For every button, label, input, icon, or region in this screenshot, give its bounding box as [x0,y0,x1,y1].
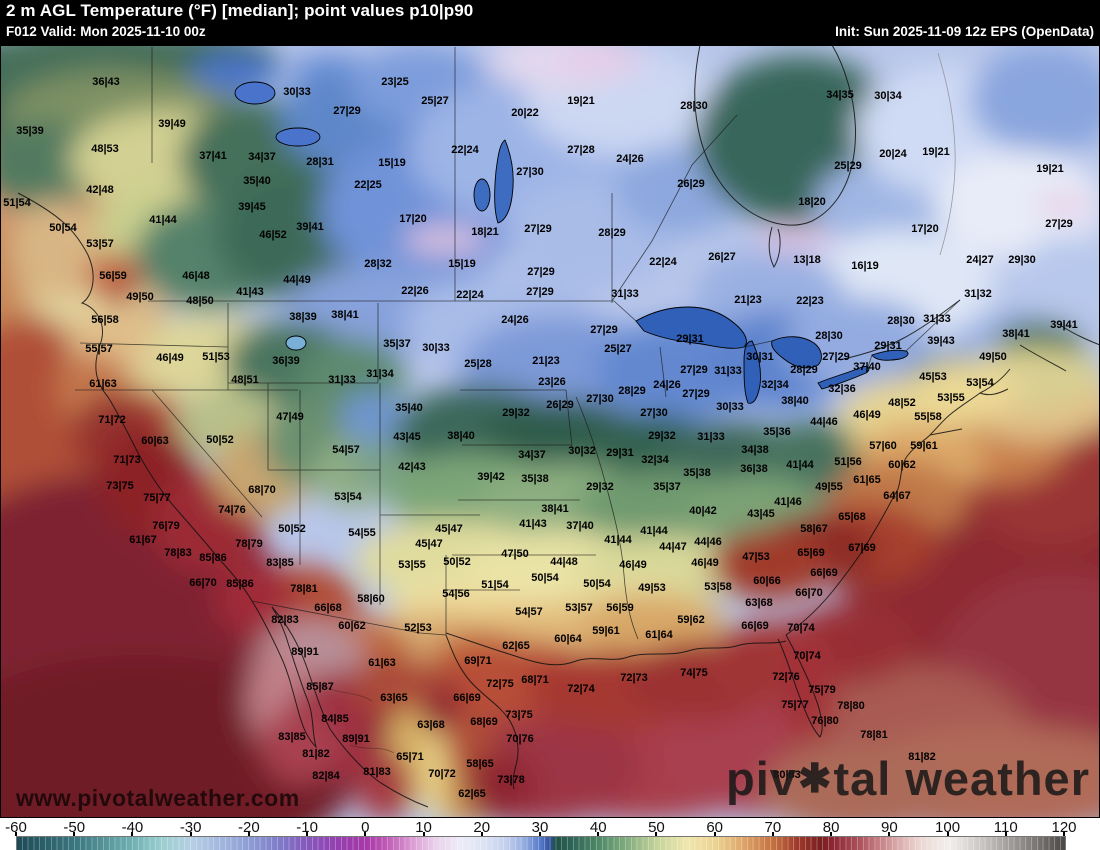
brand-text-left: piv [726,752,797,805]
colorbar-tick-label: 120 [1051,819,1077,836]
colorbar-tick-label: -60 [5,819,27,836]
colorbar-tick-label: 0 [361,819,370,836]
lakes-layer [234,81,909,404]
colorbar-tick-label: -30 [179,819,202,836]
colorbar-tick-label: -10 [296,819,318,836]
borders-layer [75,47,961,754]
temperature-field-image [0,45,1100,818]
region-borders-gray [937,52,956,256]
colorbar-tick-label: 40 [589,819,607,836]
gear-icon: ✱ [797,756,833,801]
watermark-brand: piv ✱ tal weather [726,751,1090,806]
colorbar-tick-label: 70 [764,819,782,836]
watermark-url: www.pivotalweather.com [16,785,300,811]
valid-time-label: F012 Valid: Mon 2025-11-10 00z [6,24,206,39]
colorbar-gradient [16,836,1066,850]
colorbar-tick-label: 80 [822,819,840,836]
colorbar-tick-marks [0,832,1100,836]
colorbar-tick-label: 110 [993,819,1018,836]
colorbar-tick-label: 90 [880,819,898,836]
colorbar-tick-label: 30 [531,819,549,836]
colorbar-tick-label: 100 [935,819,961,836]
map-title: 2 m AGL Temperature (°F) [median]; point… [6,1,474,20]
colorbar-tick-label: 60 [706,819,723,836]
coastline-layer [17,45,1100,808]
title-bar: 2 m AGL Temperature (°F) [median]; point… [0,0,1100,45]
colorbar-tick-label: -20 [238,819,260,836]
colorbar-tick-label: 20 [473,819,491,836]
init-time-label: Init: Sun 2025-11-09 12z EPS (OpenData) [835,24,1094,39]
map-canvas[interactable]: www.pivotalweather.com piv ✱ tal weather [0,45,1100,818]
brand-text-right: tal weather [833,752,1090,805]
colorbar-tick-label: -40 [121,819,144,836]
colorbar: -60 -50 -40 -30 -20 -10 0 10 20 30 40 50 60 70 80 90 100… [0,818,1100,850]
colorbar-tick-label: 10 [415,819,432,836]
colorbar-tick-labels: -60 -50 -40 -30 -20 -10 0 10 20 30 40 50 60 70 80 90 100… [0,819,1100,836]
colorbar-tick-label: -50 [63,819,86,836]
colorbar-tick-label: 50 [648,819,665,836]
